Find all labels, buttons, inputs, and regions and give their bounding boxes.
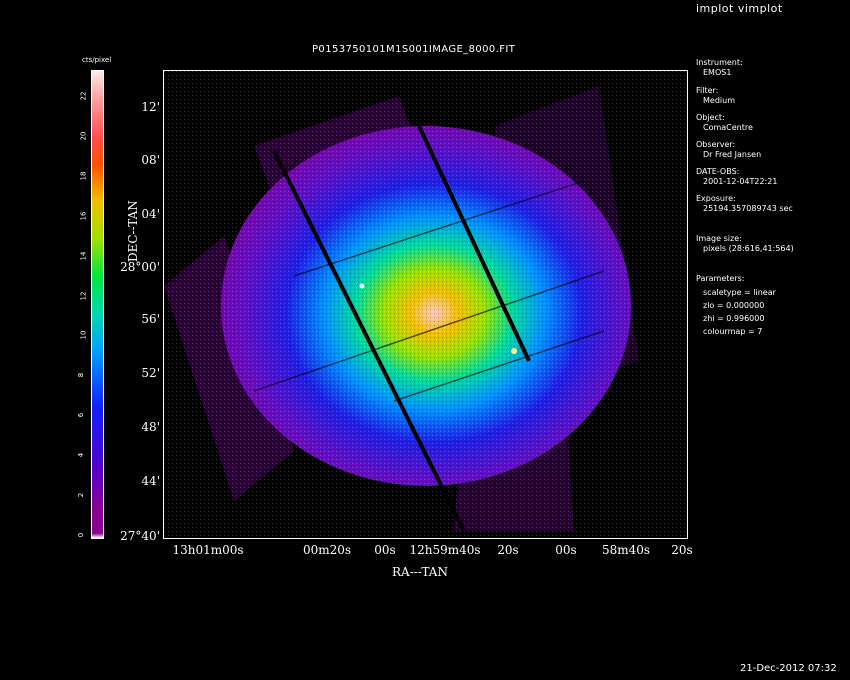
y-tick-label: 08'	[141, 153, 160, 167]
date-value: 2001-12-04T22:21	[703, 177, 778, 186]
filter-label: Filter:	[696, 86, 719, 95]
xray-image	[164, 71, 687, 538]
x-tick-label: 00s	[374, 543, 396, 557]
image-title: P0153750101M1S001IMAGE_8000.FIT	[312, 44, 516, 55]
colorbar-tick-label: 4	[77, 452, 86, 458]
window-title: implot vimplot	[696, 2, 783, 15]
timestamp: 21-Dec-2012 07:32	[740, 663, 837, 674]
object-value: ComaCentre	[703, 123, 753, 132]
imagesize-value: pixels (28:616,41:564)	[703, 244, 794, 253]
y-tick-label: 28°00'	[120, 260, 160, 274]
exposure-label: Exposure:	[696, 194, 736, 203]
observer-label: Observer:	[696, 140, 736, 149]
exposure-value: 25194.357089743 sec	[703, 204, 793, 213]
x-tick-label: 12h59m40s	[409, 543, 481, 557]
filter-value: Medium	[703, 96, 735, 105]
y-tick-label: 04'	[141, 207, 160, 221]
colorbar-tick-label: 6	[77, 413, 86, 418]
instrument-label: Instrument:	[696, 58, 743, 67]
colorbar-tick-label: 8	[77, 373, 86, 378]
colorbar-tick-label: 0	[77, 532, 86, 538]
colorbar-tick-label: 20	[79, 131, 88, 141]
colorbar-tick-label: 14	[79, 251, 88, 261]
param-scaletype: scaletype = linear	[703, 288, 776, 297]
observer-value: Dr Fred Jansen	[703, 150, 762, 159]
colorbar-tick-label: 12	[79, 291, 88, 300]
colorbar-tick-label: 10	[79, 330, 88, 340]
point-source-2	[359, 283, 365, 289]
x-tick-label: 20s	[671, 543, 693, 557]
colorbar-tick-label: 16	[79, 211, 88, 221]
y-tick-label: 52'	[141, 366, 160, 380]
param-zhi: zhi = 0.996000	[703, 314, 765, 323]
colorbar-tick-label: 22	[79, 91, 88, 101]
colorbar-label: cts/pixel	[82, 56, 112, 64]
instrument-value: EMOS1	[703, 68, 732, 77]
y-tick-label: 27°40'	[120, 529, 160, 543]
y-tick-label: 44'	[141, 474, 160, 488]
y-axis-label: DEC--TAN	[126, 200, 140, 262]
x-tick-label: 20s	[497, 543, 519, 557]
chip-gap-2	[417, 125, 531, 362]
param-zlo: zlo = 0.000000	[703, 301, 765, 310]
parameters-label: Parameters:	[696, 274, 745, 283]
chip-gap-1	[272, 150, 466, 532]
y-tick-label: 56'	[141, 312, 160, 326]
point-source-1	[511, 348, 517, 354]
y-tick-label: 48'	[141, 420, 160, 434]
colorbar-tick-label: 2	[77, 492, 86, 498]
param-colourmap: colourmap = 7	[703, 327, 763, 336]
x-tick-label: 58m40s	[601, 543, 651, 557]
x-tick-label: 00s	[555, 543, 577, 557]
object-label: Object:	[696, 113, 725, 122]
plot-frame[interactable]	[163, 70, 688, 539]
x-axis-label: RA---TAN	[392, 565, 448, 579]
y-tick-label: 12'	[141, 100, 160, 114]
colorbar	[91, 70, 104, 539]
x-tick-label: 13h01m00s	[172, 543, 244, 557]
date-label: DATE-OBS:	[696, 167, 740, 176]
colorbar-tick-label: 18	[79, 171, 88, 181]
x-tick-label: 00m20s	[302, 543, 352, 557]
imagesize-label: Image size:	[696, 234, 742, 243]
